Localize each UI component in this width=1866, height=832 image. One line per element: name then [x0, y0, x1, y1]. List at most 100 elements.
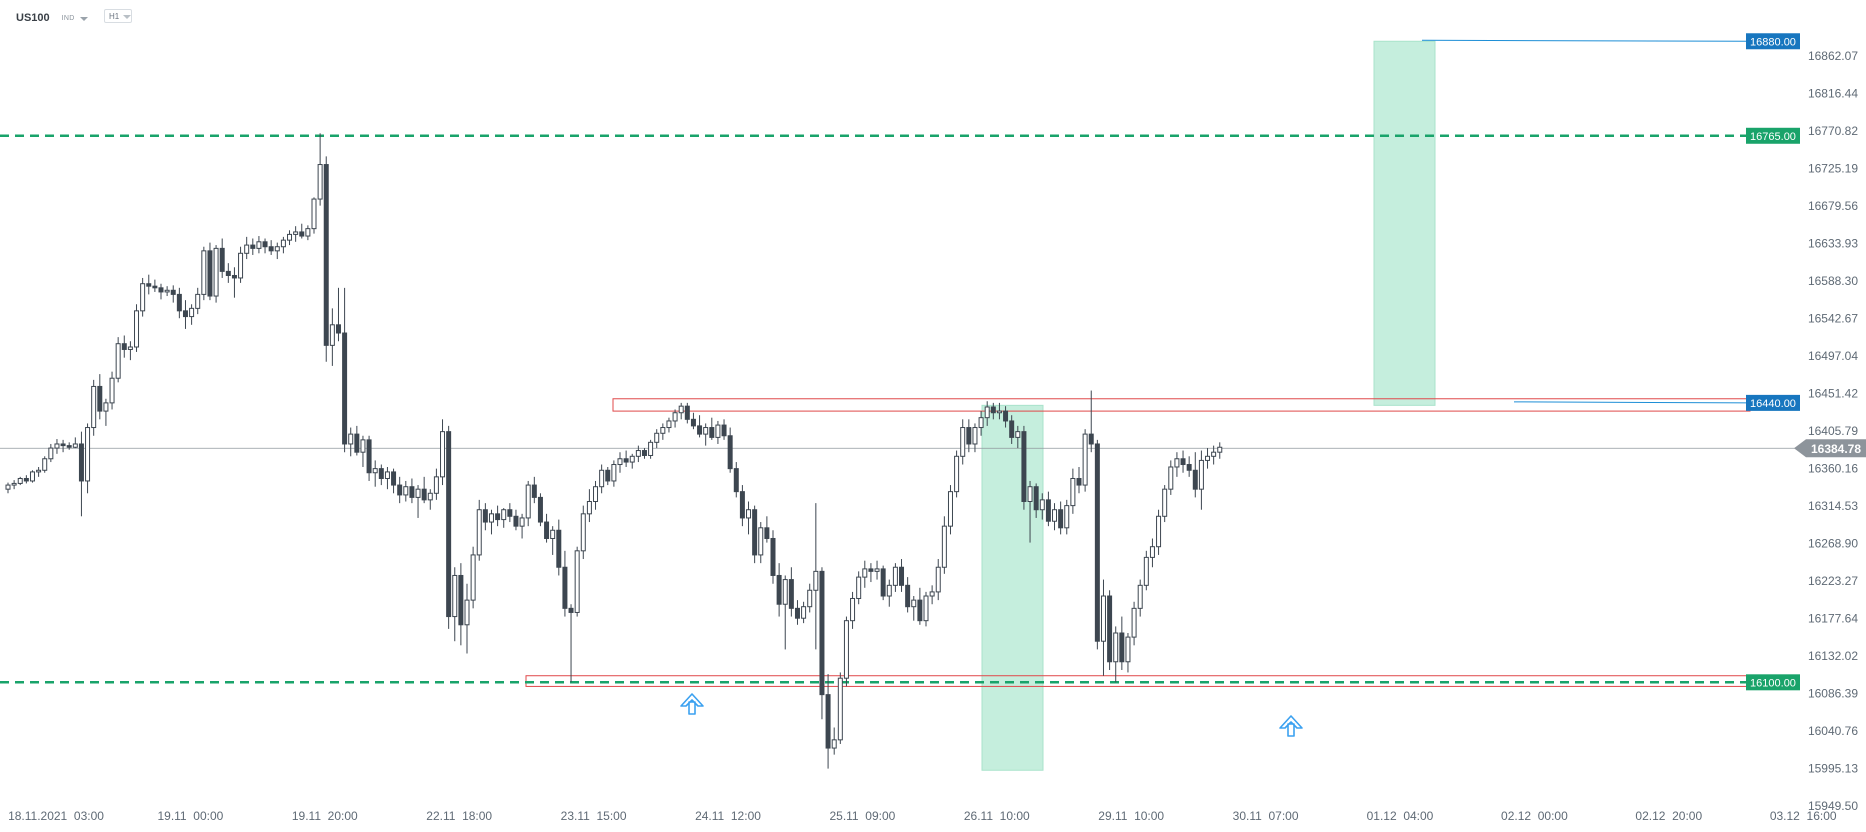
candle-body — [335, 324, 341, 334]
candle-body — [360, 439, 366, 453]
level-line-target[interactable] — [1421, 39, 1751, 42]
candle-body — [513, 515, 519, 527]
candle-body — [770, 537, 776, 576]
candle-body — [746, 509, 752, 519]
candle-body — [17, 477, 23, 484]
time-tick-label: 03.12 16:00 — [1770, 809, 1837, 823]
candle-body — [911, 599, 917, 608]
candle-body — [807, 589, 813, 608]
candle-body — [635, 450, 641, 457]
candle-body — [378, 468, 384, 479]
neckline-zone — [612, 398, 1751, 412]
candle-body — [127, 346, 133, 350]
time-tick-label: 29.11 10:00 — [1098, 809, 1164, 823]
candle-body — [1039, 499, 1045, 511]
candle-body — [231, 274, 237, 279]
candle-body — [140, 283, 146, 312]
candle-body — [446, 431, 452, 618]
candle-body — [905, 584, 911, 608]
candle-body — [60, 443, 66, 447]
candle-body — [831, 739, 837, 749]
candle-body — [1217, 446, 1223, 453]
price-tick-label: 16405.79 — [1808, 424, 1858, 438]
candle-body — [519, 517, 525, 527]
candle-body — [299, 231, 305, 237]
candle-body — [91, 385, 97, 429]
candle-body — [1211, 451, 1217, 457]
candle-body — [305, 228, 311, 237]
chevron-down-icon[interactable] — [79, 16, 88, 21]
candle-body — [868, 568, 874, 572]
candle-body — [482, 509, 488, 523]
candle-body — [23, 477, 29, 482]
candle-body — [268, 246, 274, 252]
candle-body — [917, 599, 923, 622]
candle-body — [280, 239, 286, 248]
current-price-tag — [1794, 439, 1866, 458]
candle-body — [85, 427, 91, 482]
candle-body — [1192, 469, 1198, 490]
chart-header: US100 IND — [16, 10, 88, 26]
candle-body — [5, 484, 11, 490]
chevron-down-icon — [123, 14, 132, 19]
price-tick-label: 16588.30 — [1808, 274, 1858, 288]
candle-body — [201, 250, 207, 295]
time-tick-label: 24.11 12:00 — [695, 809, 761, 823]
candle-body — [794, 607, 800, 619]
price-tick-label: 16497.04 — [1808, 349, 1858, 363]
candle-body — [329, 324, 335, 346]
candle-body — [1094, 443, 1100, 642]
candle-body — [121, 343, 127, 350]
candle-body — [189, 307, 195, 318]
candle-body — [262, 241, 268, 248]
candle-body — [721, 424, 727, 437]
candle-body — [176, 293, 182, 312]
candle-body — [972, 427, 978, 445]
candle-body — [1027, 486, 1033, 503]
candle-body — [1149, 546, 1155, 558]
candle-body — [776, 574, 782, 605]
candle-body — [72, 443, 78, 448]
candle-body — [703, 427, 709, 435]
candle-body — [66, 445, 72, 448]
level-tag-bg — [1746, 127, 1800, 144]
candle-body — [1082, 433, 1088, 486]
candle-body — [354, 433, 360, 453]
candle-body — [29, 471, 35, 482]
candle-body — [1162, 488, 1168, 517]
candle-body — [580, 513, 586, 552]
candle-body — [323, 164, 329, 346]
candle-body — [1064, 505, 1070, 529]
candle-body — [372, 468, 378, 474]
time-tick-label: 25.11 09:00 — [829, 809, 895, 823]
level-tag-label: 16880.00 — [1750, 36, 1796, 48]
candle-body — [384, 471, 390, 479]
candle-body — [788, 579, 794, 609]
candle-body — [709, 427, 715, 438]
candle-body — [1205, 455, 1211, 461]
candle-body — [629, 455, 635, 463]
candle-body — [648, 441, 654, 456]
time-tick-label: 19.11 00:00 — [157, 809, 223, 823]
candle-body — [195, 293, 201, 309]
candle-body — [458, 574, 464, 626]
candle-body — [1076, 477, 1082, 486]
candle-body — [78, 443, 84, 482]
level-line-neckline[interactable] — [1513, 401, 1751, 404]
symbol-label[interactable]: US100 — [16, 12, 50, 24]
candle-body — [311, 198, 317, 230]
candle-body — [1180, 458, 1186, 466]
candle-body — [990, 406, 996, 414]
timeframe-dropdown[interactable]: H1 — [104, 9, 132, 23]
candle-body — [1174, 458, 1180, 468]
candle-body — [366, 439, 372, 474]
candle-body — [843, 620, 849, 679]
candle-body — [244, 244, 250, 254]
candle-body — [654, 432, 660, 443]
candle-body — [782, 579, 788, 605]
candle-body — [715, 424, 721, 438]
candle-body — [556, 529, 562, 568]
candle-body — [1088, 433, 1094, 445]
candle-body — [525, 484, 531, 519]
